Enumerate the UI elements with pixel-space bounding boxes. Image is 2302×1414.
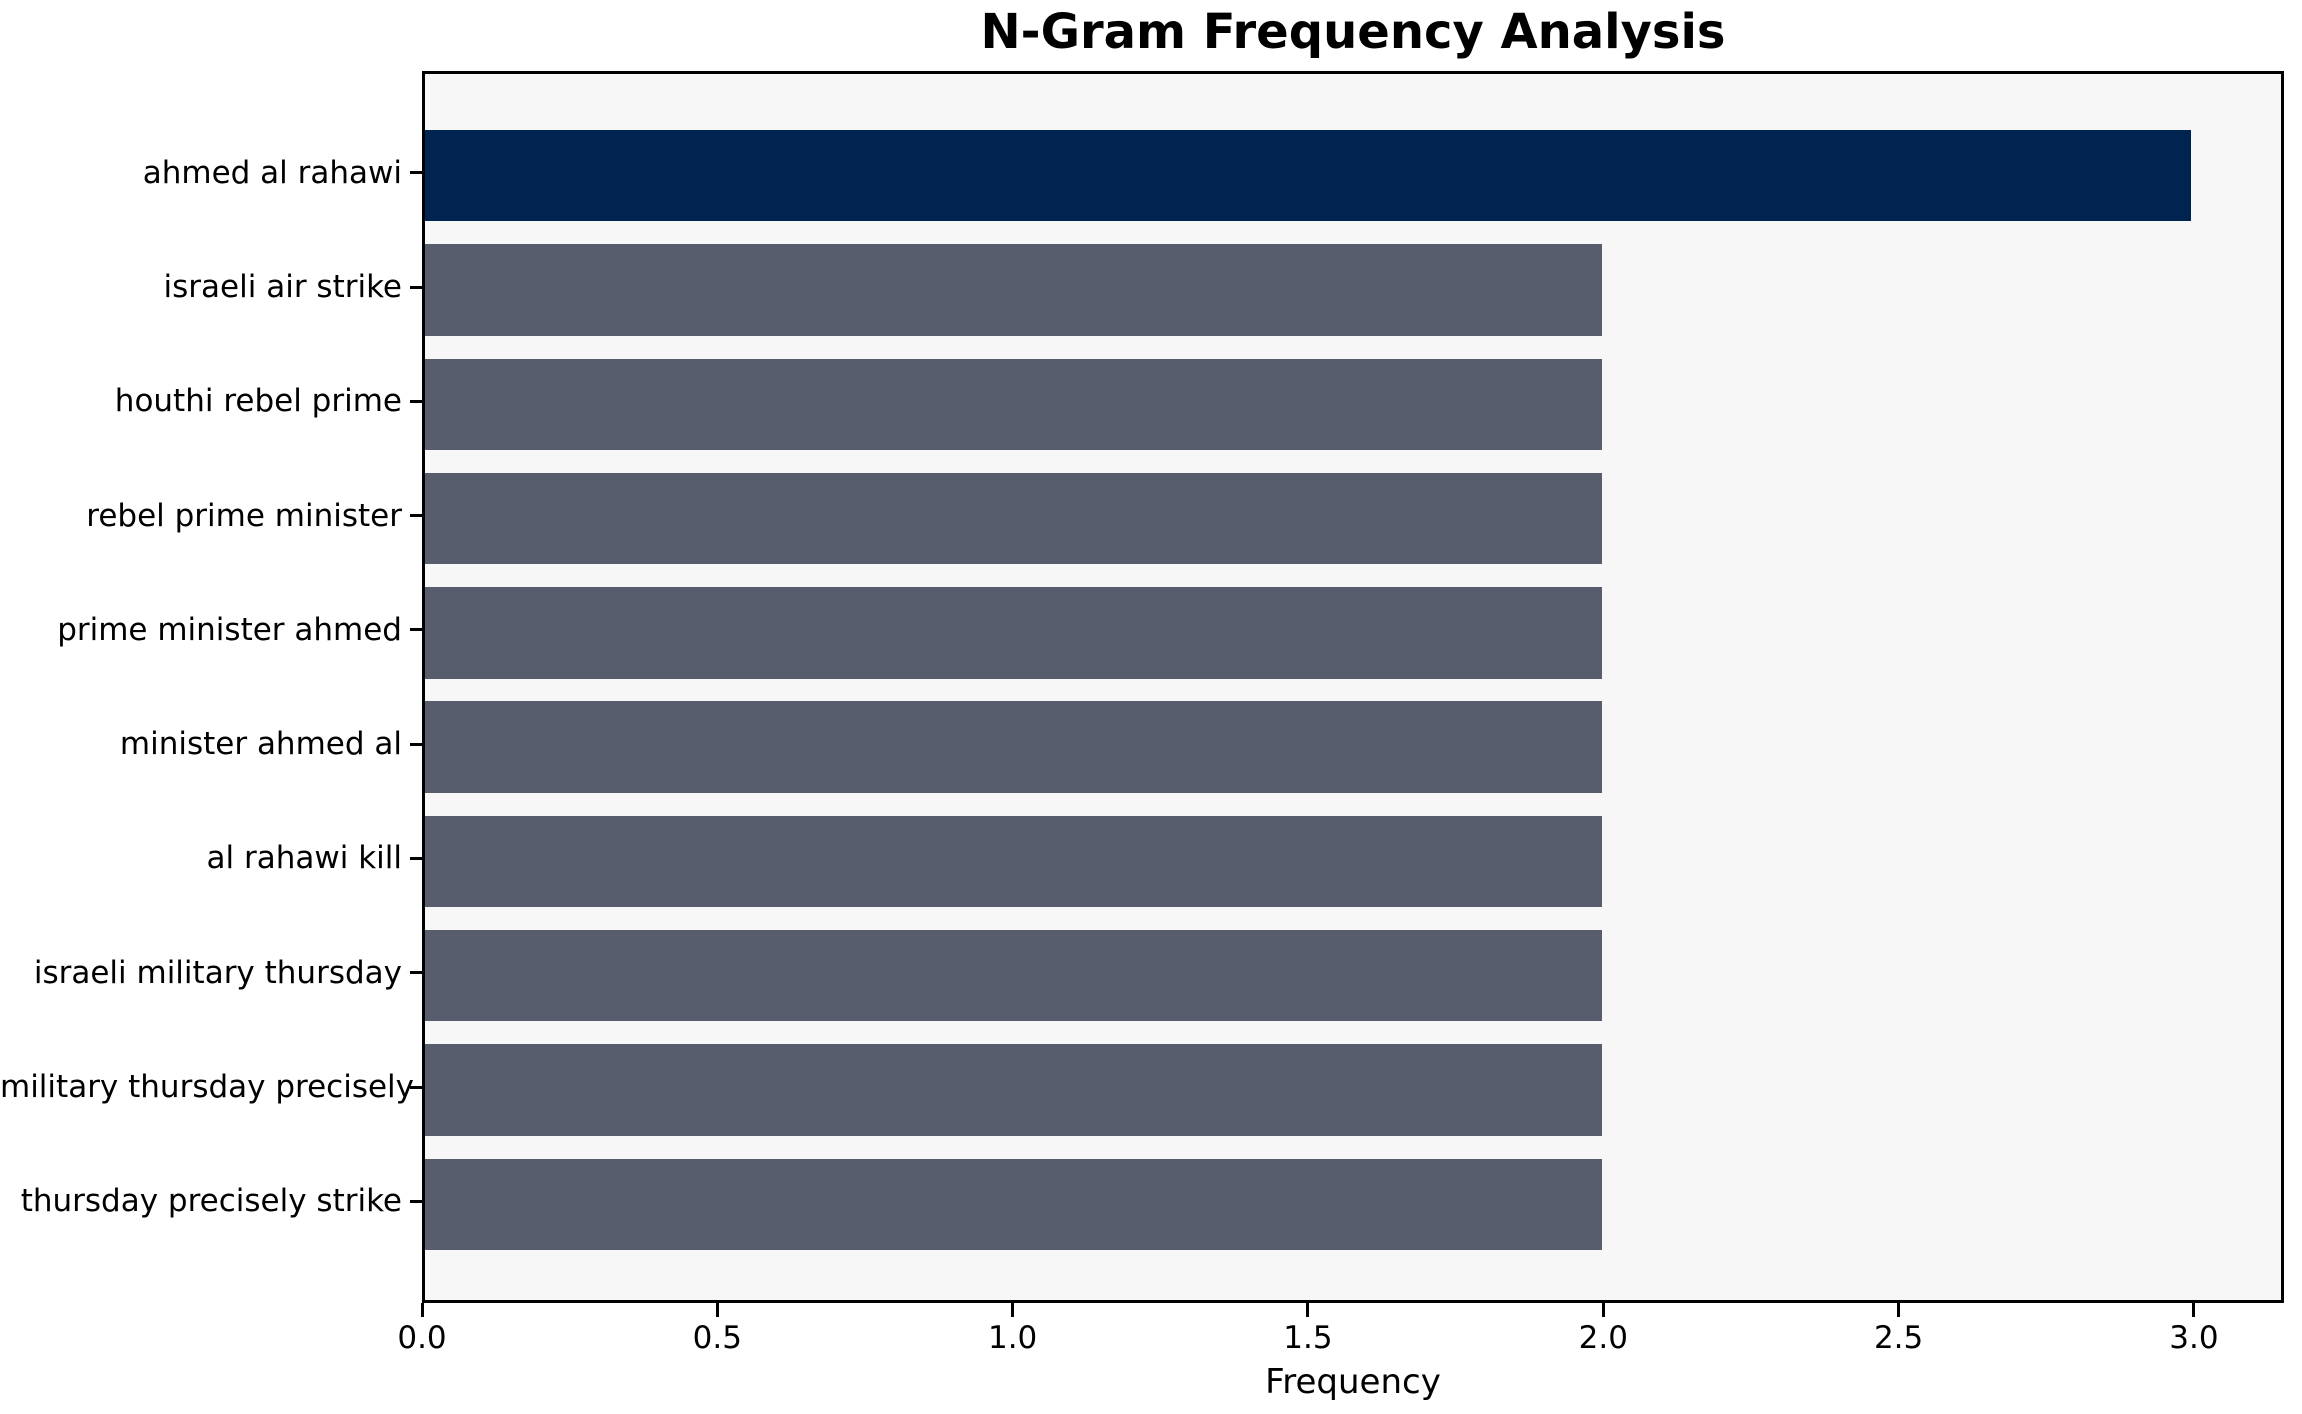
bar-6	[425, 815, 1603, 908]
y-tick-mark	[410, 171, 422, 175]
y-tick-label: prime minister ahmed	[57, 611, 402, 648]
y-tick-label: minister ahmed al	[119, 726, 402, 763]
bar-1	[425, 244, 1603, 336]
y-tick-label: thursday precisely strike	[20, 1183, 402, 1220]
y-tick-label: military thursday precisely	[0, 1069, 415, 1105]
x-tick-mark	[1306, 1303, 1310, 1317]
x-tick-mark	[1897, 1303, 1901, 1317]
bar-5	[425, 701, 1603, 793]
y-tick-mark	[410, 399, 422, 403]
bar-0	[425, 130, 2192, 222]
y-tick-label: al rahawi kill	[206, 840, 402, 877]
y-tick-mark	[410, 628, 422, 632]
x-tick-label: 1.5	[1283, 1320, 1333, 1356]
bar-8	[425, 1044, 1603, 1136]
bar-4	[425, 587, 1603, 679]
x-tick-label: 1.0	[987, 1320, 1038, 1356]
y-tick-label: ahmed al rahawi	[142, 154, 402, 191]
y-tick-mark	[410, 856, 422, 860]
y-tick-label: israeli air strike	[163, 269, 402, 305]
x-axis-label: Frequency	[1265, 1362, 1441, 1402]
y-tick-label: houthi rebel prime	[114, 383, 402, 420]
bar-3	[425, 472, 1603, 565]
x-tick-mark	[1011, 1303, 1015, 1317]
y-tick-label: rebel prime minister	[86, 497, 402, 534]
y-tick-mark	[410, 514, 422, 518]
bar-2	[425, 358, 1603, 450]
bar-9	[425, 1158, 1603, 1250]
y-tick-mark	[410, 285, 422, 289]
x-tick-label: 0.0	[397, 1320, 447, 1356]
x-tick-mark	[420, 1303, 424, 1317]
x-tick-mark	[1601, 1303, 1605, 1317]
y-tick-mark	[410, 1085, 422, 1089]
x-tick-mark	[715, 1303, 719, 1317]
x-tick-label: 2.0	[1578, 1320, 1628, 1356]
bar-7	[425, 930, 1603, 1022]
y-tick-mark	[410, 742, 422, 746]
x-tick-label: 0.5	[692, 1320, 742, 1356]
y-tick-label: israeli military thursday	[33, 954, 402, 991]
x-tick-mark	[2192, 1303, 2196, 1317]
y-tick-mark	[410, 971, 422, 975]
plot-area	[422, 71, 2284, 1303]
x-tick-label: 3.0	[2169, 1320, 2219, 1356]
y-tick-mark	[410, 1199, 422, 1203]
x-tick-label: 2.5	[1873, 1320, 1924, 1356]
chart-title: N-Gram Frequency Analysis	[980, 4, 1726, 60]
